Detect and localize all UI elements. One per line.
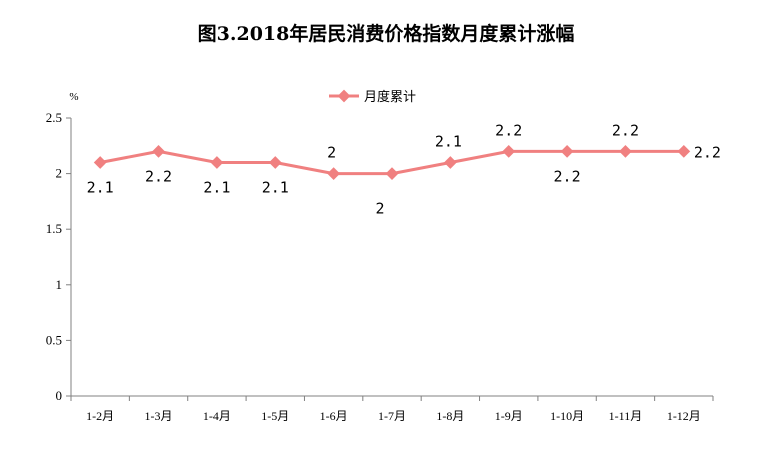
x-tick-label: 1-8月	[436, 409, 464, 423]
data-label: 2.2	[495, 121, 522, 139]
series-line-group	[93, 144, 691, 180]
data-label: 2.2	[694, 143, 721, 161]
x-tick-label: 1-5月	[261, 409, 289, 423]
x-tick-label: 1-9月	[495, 409, 523, 423]
x-axis: 1-2月 1-3月 1-4月 1-5月 1-6月 1-7月 1-8月 1-9月 1-10月 1-1…	[70, 395, 714, 423]
data-point-marker	[502, 144, 516, 158]
y-tick-label: 0	[56, 388, 63, 403]
y-tick-label: 2.5	[46, 110, 62, 125]
x-tick-label: 1-12月	[667, 409, 701, 423]
data-point-marker	[677, 144, 691, 158]
data-point-marker	[210, 156, 224, 169]
data-labels: 2.1 2.2 2.1 2.1 2 2 2.1 2.2 2.2 2.2 2.2	[87, 121, 721, 217]
data-label: 2.1	[262, 178, 289, 196]
x-tick-label: 1-6月	[320, 409, 348, 423]
data-label: 2	[375, 200, 384, 218]
x-tick-label: 1-11月	[609, 409, 643, 423]
x-tick-label: 1-7月	[378, 409, 406, 423]
data-label: 2.2	[145, 167, 172, 185]
y-tick-label: 2	[56, 166, 63, 181]
data-point-marker	[385, 167, 399, 180]
data-point-marker	[268, 156, 282, 169]
chart-title: 图3.2018年居民消费价格指数月度累计涨幅	[198, 22, 575, 45]
legend-label: 月度累计	[364, 89, 416, 105]
data-label: 2.2	[612, 121, 639, 139]
y-axis: 0 0.5 1 1.5 2 2.5	[46, 110, 72, 403]
data-point-marker	[443, 156, 457, 169]
y-tick-label: 1	[56, 277, 63, 292]
legend-marker-icon	[337, 89, 351, 103]
x-tick-label: 1-3月	[145, 409, 173, 423]
x-tick-label: 1-4月	[203, 409, 231, 423]
data-label: 2.1	[203, 178, 230, 196]
y-axis-unit-label: %	[69, 91, 78, 103]
x-tick-label: 1-10月	[550, 409, 584, 423]
x-tick-label: 1-2月	[86, 409, 114, 423]
data-point-marker	[152, 144, 165, 158]
data-label: 2.1	[435, 132, 462, 150]
data-label: 2.1	[87, 178, 114, 196]
y-tick-label: 0.5	[46, 332, 62, 347]
data-point-marker	[619, 144, 632, 158]
data-label: 2.2	[554, 167, 581, 185]
y-tick-label: 1.5	[46, 221, 62, 236]
data-point-marker	[560, 144, 574, 158]
legend: 月度累计	[329, 89, 416, 105]
data-point-marker	[327, 167, 341, 180]
data-label: 2	[327, 144, 336, 162]
data-point-marker	[93, 156, 107, 169]
